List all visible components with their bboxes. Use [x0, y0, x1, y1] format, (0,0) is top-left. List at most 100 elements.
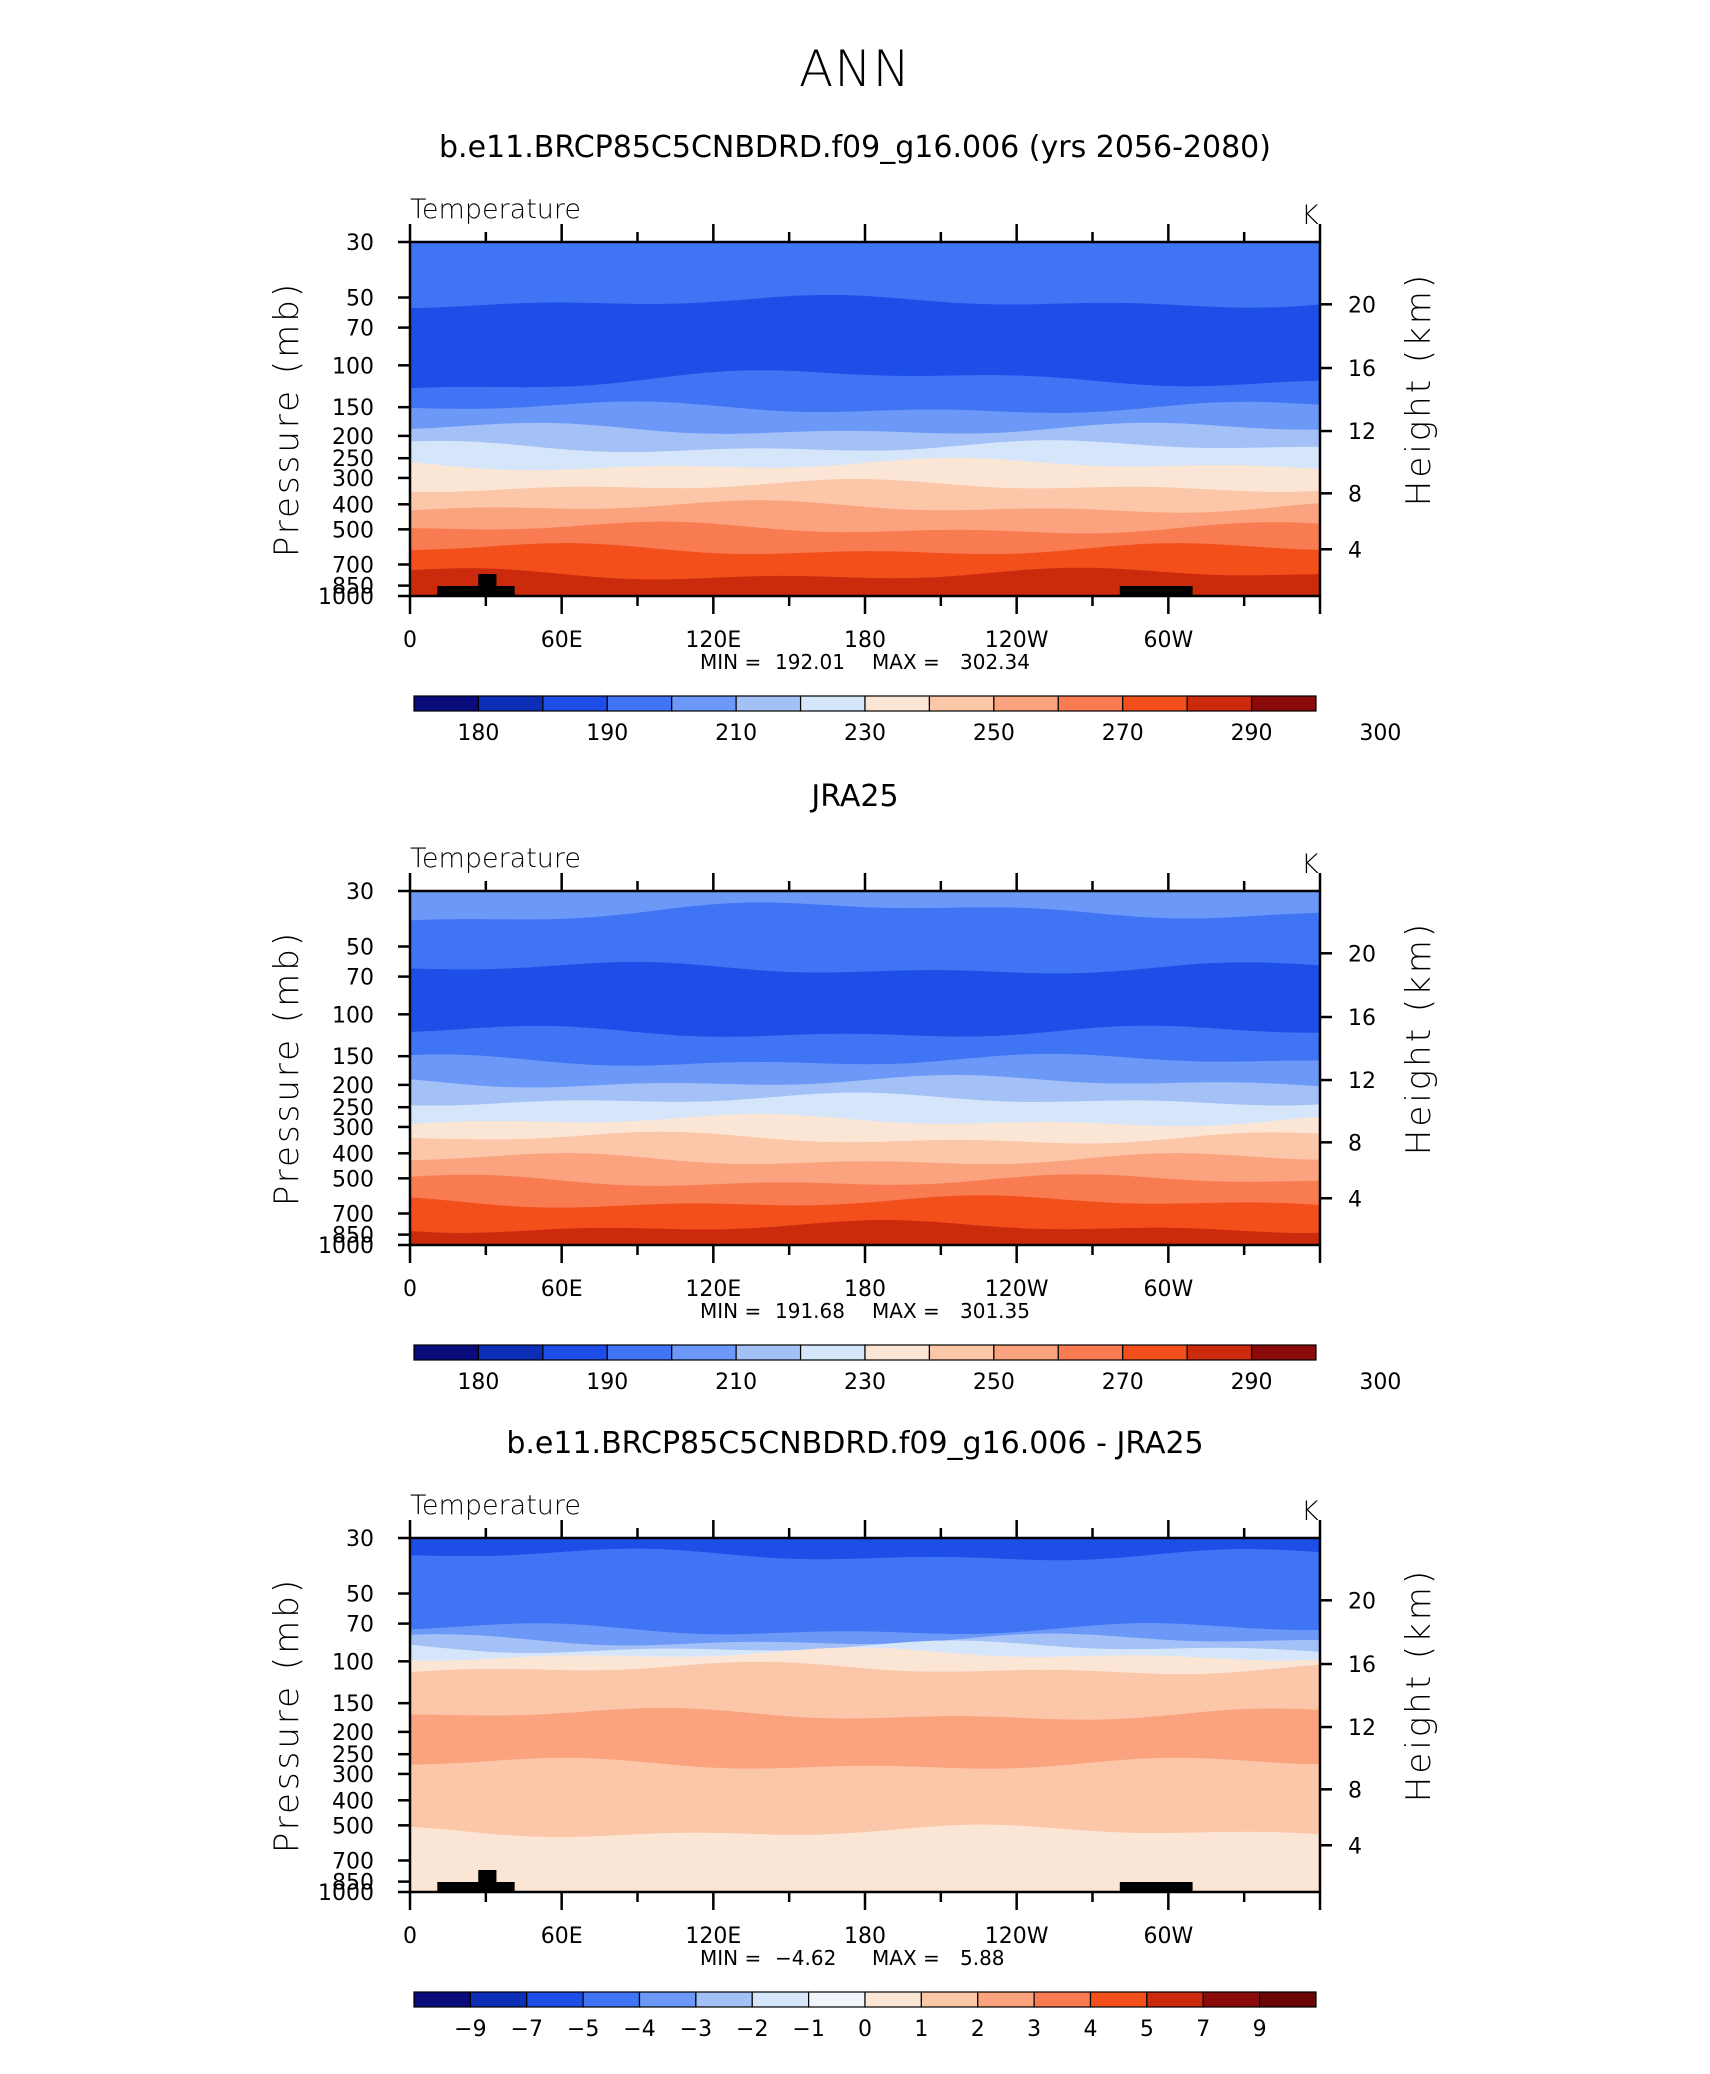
stat-min-value: 191.68 [775, 1299, 845, 1323]
contour-band [409, 961, 1321, 1038]
y-tick-label: 70 [346, 317, 374, 342]
y-tick-label: 70 [346, 966, 374, 991]
colorbar-box [582, 1991, 641, 2008]
y2-axis-label: Height (km) [1399, 1568, 1439, 1802]
colorbar-box [606, 1344, 673, 1361]
colorbar-label: 210 [715, 721, 757, 746]
y2-tick-label: 16 [1348, 1653, 1376, 1678]
panel-subtitle: Temperature [410, 843, 581, 874]
y-axis-label: Pressure (mb) [267, 281, 307, 557]
x-tick-label: 60W [1143, 1924, 1193, 1949]
stat-min-value: −4.62 [775, 1946, 836, 1970]
panel-1: b.e11.BRCP85C5CNBDRD.f09_g16.006 (yrs 20… [267, 130, 1439, 746]
colorbar-box [413, 695, 480, 712]
page-title: ANN [798, 40, 911, 98]
x-tick-label: 180 [844, 1277, 886, 1302]
y-tick-label: 200 [332, 1074, 374, 1099]
y-tick-label: 850 [332, 1224, 374, 1249]
colorbar-label: 230 [844, 1370, 886, 1395]
y-axis-label: Pressure (mb) [267, 930, 307, 1206]
y-tick-label: 1000 [318, 1234, 374, 1259]
colorbar-label: 5 [1140, 2017, 1154, 2042]
colorbar-label: 190 [586, 1370, 628, 1395]
colorbar-box [864, 695, 931, 712]
y-tick-label: 200 [332, 1721, 374, 1746]
colorbar-box [799, 695, 866, 712]
y-tick-label: 30 [346, 231, 374, 256]
y-tick-label: 300 [332, 1116, 374, 1141]
colorbar-box [542, 1344, 608, 1361]
y-tick-label: 500 [332, 1814, 374, 1839]
colorbar-box [413, 1991, 471, 2008]
x-tick-label: 120E [685, 1277, 741, 1302]
colorbar-box [695, 1991, 753, 2008]
x-tick-label: 120E [685, 628, 741, 653]
colorbar-box [1122, 695, 1188, 712]
y-tick-label: 30 [346, 1527, 374, 1552]
colorbar-box [993, 695, 1059, 712]
colorbar-label: −1 [792, 2017, 824, 2042]
x-tick-label: 180 [844, 1924, 886, 1949]
y-tick-label: 700 [332, 1849, 374, 1874]
stat-max-label: MAX = [872, 1946, 940, 1970]
colorbar-label: 3 [1027, 2017, 1041, 2042]
contour-field [409, 1537, 1321, 1893]
colorbar-label: 210 [715, 1370, 757, 1395]
x-tick-label: 120W [985, 1277, 1049, 1302]
y-tick-label: 200 [332, 425, 374, 450]
panel-title: b.e11.BRCP85C5CNBDRD.f09_g16.006 - JRA25 [506, 1426, 1203, 1461]
y2-tick-label: 12 [1348, 420, 1376, 445]
y-tick-label: 1000 [318, 1881, 374, 1906]
contour-band [409, 1548, 1321, 1635]
y-tick-label: 50 [346, 1583, 374, 1608]
colorbar-box [1202, 1991, 1261, 2008]
colorbar-box [1057, 695, 1124, 712]
colorbar-label: 270 [1102, 721, 1144, 746]
y-tick-label: 1000 [318, 585, 374, 610]
y2-tick-label: 8 [1348, 482, 1362, 507]
colorbar-box [1089, 1991, 1148, 2008]
colorbar-label: −5 [567, 2017, 599, 2042]
colorbar-label: 230 [844, 721, 886, 746]
colorbar-label: 300 [1359, 1370, 1401, 1395]
y-tick-label: 150 [332, 396, 374, 421]
colorbar-box [1186, 695, 1253, 712]
colorbar-box [993, 1344, 1059, 1361]
colorbar-label: −3 [680, 2017, 712, 2042]
colorbar-box [799, 1344, 866, 1361]
x-tick-label: 60W [1143, 1277, 1193, 1302]
y2-tick-label: 12 [1348, 1716, 1376, 1741]
colorbar-box [1186, 1344, 1253, 1361]
y2-tick-label: 8 [1348, 1131, 1362, 1156]
colorbar-box [1250, 1344, 1317, 1361]
x-tick-label: 0 [403, 1924, 417, 1949]
stat-max-label: MAX = [872, 650, 940, 674]
panel-subtitle: Temperature [410, 1490, 581, 1521]
colorbar-box [1250, 695, 1317, 712]
colorbar-label: −9 [454, 2017, 486, 2042]
panel-units: K [1301, 849, 1319, 880]
y-tick-label: 400 [332, 1142, 374, 1167]
y2-tick-label: 20 [1348, 942, 1376, 967]
colorbar-label: 190 [586, 721, 628, 746]
colorbar-box [977, 1991, 1035, 2008]
panel-units: K [1301, 1496, 1319, 1527]
stat-max-value: 5.88 [960, 1946, 1005, 1970]
stat-min-label: MIN = [700, 1946, 761, 1970]
y2-axis-label: Height (km) [1399, 272, 1439, 506]
colorbar: 180 190 210 230 250 270 290 300 [413, 1344, 1401, 1395]
stat-min-label: MIN = [700, 650, 761, 674]
y-tick-label: 250 [332, 1743, 374, 1768]
y-tick-label: 70 [346, 1613, 374, 1638]
colorbar-box [1057, 1344, 1124, 1361]
x-tick-label: 120W [985, 1924, 1049, 1949]
stat-min-label: MIN = [700, 1299, 761, 1323]
y2-tick-label: 16 [1348, 357, 1376, 382]
y-tick-label: 700 [332, 1202, 374, 1227]
colorbar-label: −4 [623, 2017, 655, 2042]
topography-mask [1119, 586, 1193, 596]
colorbar-label: 1 [914, 2017, 928, 2042]
y-tick-label: 850 [332, 1871, 374, 1896]
colorbar-box [751, 1991, 810, 2008]
